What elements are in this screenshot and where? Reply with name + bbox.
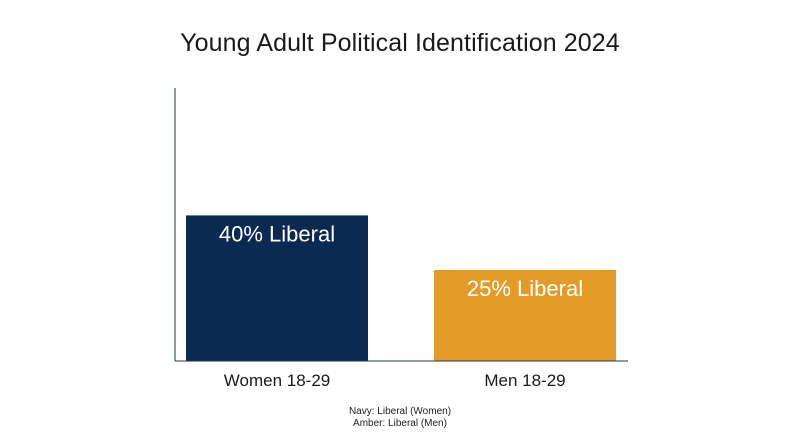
data-label-1: 25% Liberal: [467, 276, 583, 301]
data-label-0: 40% Liberal: [219, 221, 335, 246]
axes-layer: [174, 88, 628, 362]
labels-layer: 40% Liberal Women 18-29 25% Liberal Men 18-…: [219, 221, 583, 390]
bars-layer: [186, 215, 616, 361]
bar-0: [186, 215, 368, 361]
category-label-0: Women 18-29: [224, 371, 330, 390]
legend-note-women: Navy: Liberal (Women): [348, 406, 452, 417]
category-label-1: Men 18-29: [484, 371, 565, 390]
legend-notes: Navy: Liberal (Women) Amber: Liberal (Me…: [0, 406, 800, 430]
chart-title: Young Adult Political Identification 202…: [180, 29, 620, 57]
bar-1: [434, 270, 616, 361]
legend-note-men: Amber: Liberal (Men): [353, 418, 447, 429]
